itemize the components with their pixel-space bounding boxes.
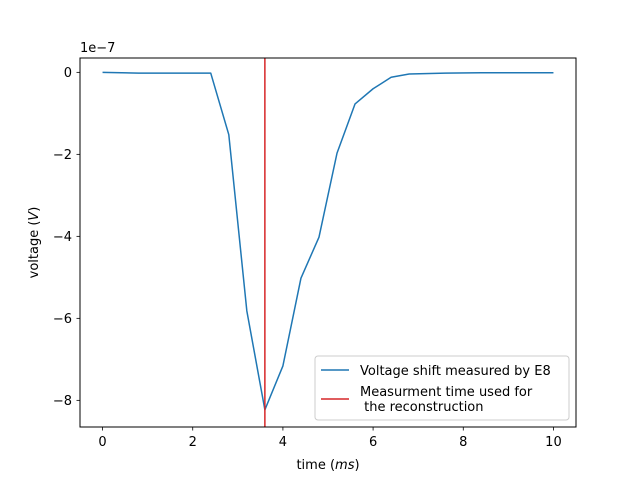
x-tick-label: 6	[369, 435, 377, 450]
y-tick-label: −4	[53, 230, 72, 245]
plot-area	[102, 58, 554, 427]
x-tick-label: 8	[459, 435, 467, 450]
legend-label-vline: Measurment time used for the reconstruct…	[360, 385, 533, 415]
x-tick-label: 0	[98, 435, 106, 450]
y-offset-text: 1e−7	[80, 41, 115, 56]
y-tick-label: −6	[53, 312, 72, 327]
x-axis-label: time (ms)	[296, 458, 359, 473]
series-line	[102, 71, 554, 411]
y-tick-label: 0	[64, 66, 72, 81]
x-axis: 0 2 4 6 8 10	[98, 427, 562, 450]
x-tick-label: 2	[189, 435, 197, 450]
x-tick-label: 4	[279, 435, 287, 450]
legend-frame	[314, 355, 570, 421]
y-axis: 0 −2 −4 −6 −8	[53, 66, 80, 409]
x-tick-label: 10	[545, 435, 562, 450]
legend: Voltage shift measured by E8 Measurment …	[314, 355, 570, 421]
y-tick-label: −8	[53, 394, 72, 409]
plot-frame	[79, 57, 577, 428]
y-axis-label: voltage (V)	[27, 207, 42, 279]
legend-label-series: Voltage shift measured by E8	[360, 364, 551, 379]
y-tick-label: −2	[53, 148, 72, 163]
